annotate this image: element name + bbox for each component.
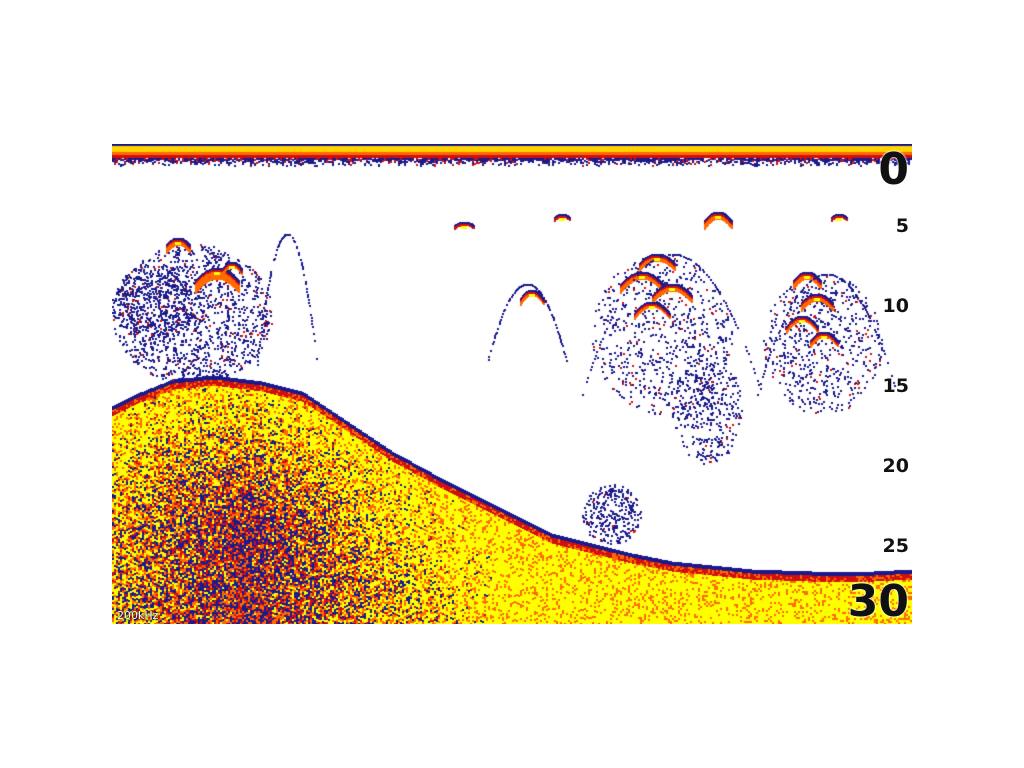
depth-label-min: 0 [878,144,909,195]
depth-label-5: 5 [895,215,909,237]
depth-label-max: 30 [847,576,909,624]
depth-label-20: 20 [882,455,909,477]
sonar-display[interactable]: 0 5 10 15 20 25 30 200kHz [112,144,912,624]
depth-label-10: 10 [882,295,909,317]
sonar-echogram [112,144,912,624]
depth-label-25: 25 [882,535,909,557]
depth-label-15: 15 [882,375,909,397]
frequency-label: 200kHz [117,609,159,622]
